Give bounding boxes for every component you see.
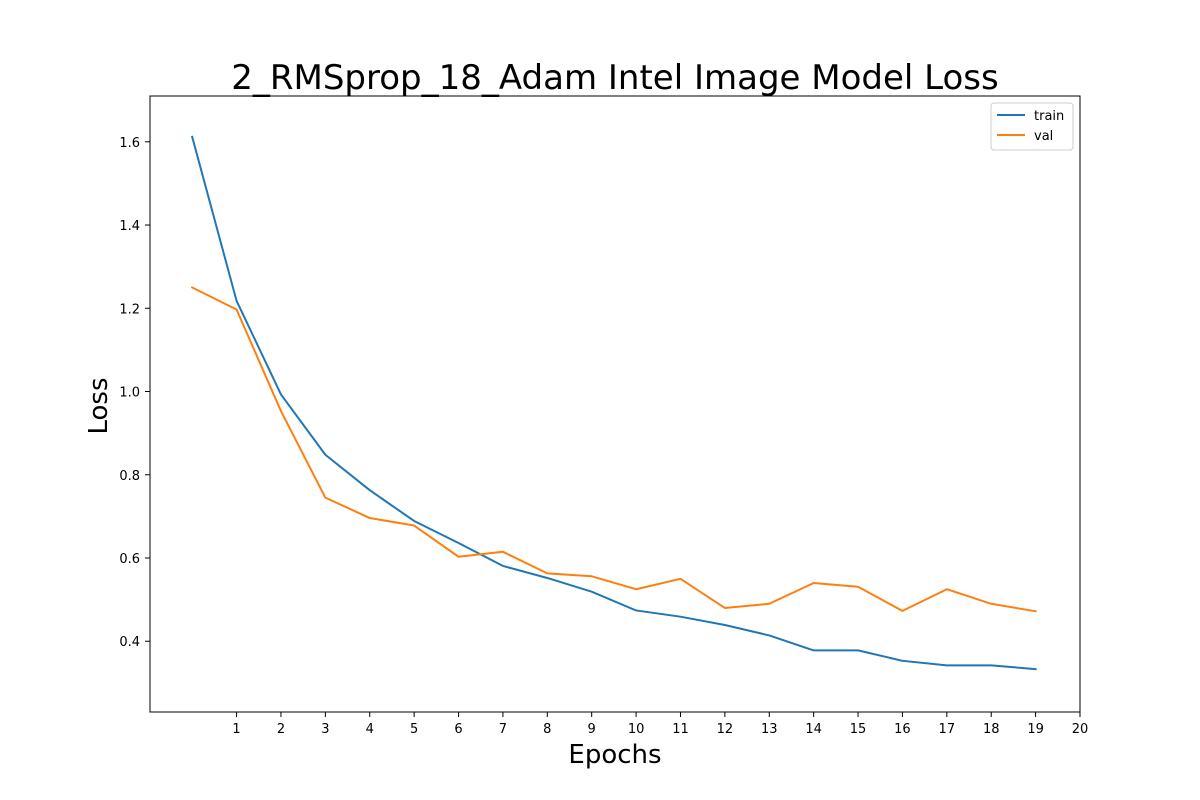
x-tick-label: 11 [672,722,689,737]
plot-frame [149,95,1081,713]
x-tick-label: 4 [366,722,374,737]
legend-train-label: train [1034,109,1064,124]
x-tick-label: 12 [717,722,734,737]
x-tick-label: 10 [628,722,645,737]
y-tick-label: 0.6 [119,552,140,567]
series-layer [190,135,1037,671]
x-tick-label: 7 [499,722,507,737]
y-tick-label: 0.8 [119,469,140,484]
x-tick-label: 3 [321,722,329,737]
chart-title: 2_RMSprop_18_Adam Intel Image Model Loss [231,58,998,98]
x-axis-ticks: 1 2 3 4 5 6 7 8 9 10 11 12 13 14 15 16 17 18 19 20 [232,712,1088,737]
y-axis-label: Loss [84,377,114,434]
x-tick-label: 20 [1072,722,1089,737]
x-tick-label: 19 [1027,722,1044,737]
y-tick-label: 1.4 [119,219,140,234]
x-axis-label: Epochs [568,740,661,770]
x-tick-label: 6 [454,722,462,737]
x-tick-label: 18 [983,722,1000,737]
x-tick-label: 17 [939,722,956,737]
x-tick-label: 1 [232,722,240,737]
series-line-val [190,286,1037,613]
y-tick-label: 1.0 [119,386,140,401]
x-tick-label: 13 [761,722,778,737]
x-tick-label: 15 [850,722,867,737]
series-line-train [190,135,1037,671]
legend-val-label: val [1034,129,1053,144]
x-tick-label: 9 [588,722,596,737]
x-tick-label: 16 [894,722,911,737]
x-tick-label: 14 [805,722,822,737]
legend: train val [990,102,1074,151]
y-tick-label: 0.4 [119,635,140,650]
x-tick-label: 8 [543,722,551,737]
y-tick-label: 1.2 [119,302,140,317]
x-tick-label: 2 [277,722,285,737]
y-axis-ticks: 0.4 0.6 0.8 1.0 1.2 1.4 1.6 [119,136,150,650]
x-tick-label: 5 [410,722,418,737]
y-tick-label: 1.6 [119,136,140,151]
